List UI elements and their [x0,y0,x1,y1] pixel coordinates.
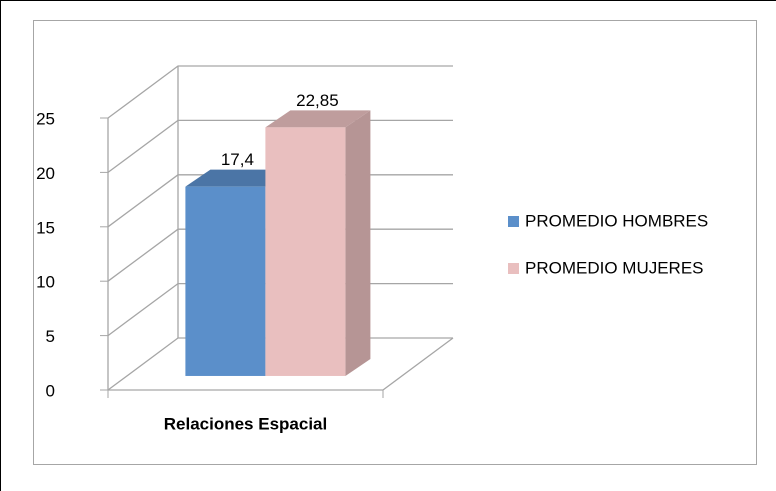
bar [185,186,266,376]
data-label: 17,4 [221,150,254,169]
bar-side [345,110,371,376]
bar [265,127,346,376]
x-axis-label: Relaciones Espacial [164,414,327,433]
legend-swatch [508,216,519,227]
y-tick-label: 10 [36,273,55,292]
chart-frame [33,20,757,465]
y-tick-label: 15 [36,218,55,237]
legend-label: PROMEDIO MUJERES [525,258,704,277]
legend-label: PROMEDIO HOMBRES [525,211,708,230]
y-tick-label: 25 [36,109,55,128]
bar-top [185,169,291,187]
data-label: 22,85 [296,91,339,110]
y-tick-label: 0 [46,381,55,400]
bar-top [265,110,371,128]
grid-line [107,65,453,119]
y-tick-label: 5 [46,327,55,346]
legend-swatch [508,263,519,274]
y-tick-label: 20 [36,164,55,183]
